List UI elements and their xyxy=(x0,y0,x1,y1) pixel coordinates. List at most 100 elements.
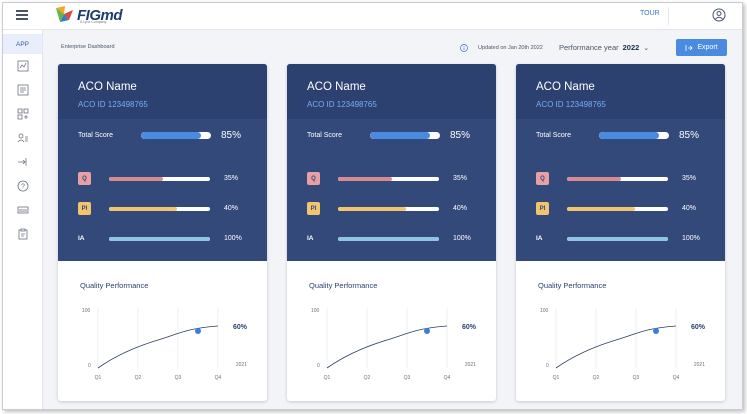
end-value-label: 60% xyxy=(233,324,248,331)
year-label: 2021 xyxy=(465,362,476,368)
total-score-fill xyxy=(141,132,201,139)
sidebar-item-mips[interactable] xyxy=(3,198,43,222)
sidebar-item-help[interactable]: ? xyxy=(3,174,43,198)
metric-progress-fill xyxy=(567,177,621,181)
metric-progress-bar xyxy=(567,177,668,181)
data-point[interactable] xyxy=(195,328,201,334)
help-icon: ? xyxy=(17,180,29,192)
metric-badge: PI xyxy=(307,202,320,215)
breadcrumb[interactable]: Enterprise Dashboard xyxy=(61,44,115,50)
card-header: ACO Name ACO ID 123498765 xyxy=(516,64,725,119)
x-tick-label: Q3 xyxy=(404,375,411,381)
metric-progress-bar xyxy=(109,237,210,241)
aco-id: ACO ID 123498765 xyxy=(78,100,148,109)
sidebar-item-app[interactable]: APP xyxy=(3,34,42,54)
sidebar-item-grid[interactable] xyxy=(3,102,43,126)
data-point[interactable] xyxy=(653,328,659,334)
export-button[interactable]: Export xyxy=(676,39,727,56)
logo[interactable]: FIGmd A Lynx Company xyxy=(53,3,123,27)
trend-line xyxy=(555,325,677,369)
aco-name[interactable]: ACO Name xyxy=(307,81,366,93)
metric-percent: 40% xyxy=(682,205,697,212)
total-score-label: Total Score xyxy=(307,132,343,139)
metric-progress-fill xyxy=(338,237,439,241)
top-bar: FIGmd A Lynx Company TOUR xyxy=(3,3,742,30)
metric-label: IA xyxy=(536,235,543,242)
y-axis-max: 100 xyxy=(311,308,320,314)
quality-performance-title: Quality Performance xyxy=(309,281,378,290)
total-score-bar xyxy=(141,132,211,139)
metric-progress-bar xyxy=(338,177,439,181)
sidebar-item-flow[interactable] xyxy=(3,150,43,174)
flow-icon xyxy=(18,158,27,166)
card-summary: ACO Name ACO ID 123498765 Total Score 85… xyxy=(516,64,725,261)
updated-date: Updated on Jan 20th 2022 xyxy=(478,45,543,51)
card-summary: ACO Name ACO ID 123498765 Total Score 85… xyxy=(58,64,267,261)
dashboard-icon xyxy=(17,60,29,72)
end-value-label: 60% xyxy=(691,324,706,331)
x-tick-label: Q1 xyxy=(553,375,560,381)
total-score-percent: 85% xyxy=(679,130,700,141)
year-label: 2021 xyxy=(236,362,247,368)
x-tick-label: Q1 xyxy=(95,375,102,381)
metric-label: IA xyxy=(78,235,85,242)
performance-year-value: 2022 xyxy=(622,43,640,52)
data-point[interactable] xyxy=(424,328,430,334)
menu-icon[interactable] xyxy=(16,10,28,20)
aco-id: ACO ID 123498765 xyxy=(536,100,606,109)
metric-progress-fill xyxy=(567,237,668,241)
y-axis-min: 0 xyxy=(317,363,320,369)
y-axis-min: 0 xyxy=(546,363,549,369)
x-tick-label: Q4 xyxy=(673,375,680,381)
mips-icon xyxy=(17,206,29,214)
year-label: 2021 xyxy=(694,362,705,368)
aco-card[interactable]: ACO Name ACO ID 123498765 Total Score 85… xyxy=(516,64,725,401)
sidebar-item-clipboard[interactable] xyxy=(3,222,43,246)
metric-percent: 40% xyxy=(453,205,468,212)
metric-percent: 35% xyxy=(453,175,468,182)
sidebar: APP ? xyxy=(3,30,43,409)
svg-text:?: ? xyxy=(21,184,25,191)
sidebar-item-users[interactable] xyxy=(3,126,43,150)
y-axis-min: 0 xyxy=(88,363,91,369)
total-score-percent: 85% xyxy=(450,130,471,141)
app-window: FIGmd A Lynx Company TOUR APP ? xyxy=(2,2,743,410)
info-icon[interactable] xyxy=(460,44,468,52)
trend-line xyxy=(97,325,219,369)
aco-card[interactable]: ACO Name ACO ID 123498765 Total Score 85… xyxy=(287,64,496,401)
y-axis-max: 100 xyxy=(82,308,91,314)
tour-link[interactable]: TOUR xyxy=(640,10,660,17)
metric-percent: 35% xyxy=(224,175,239,182)
sidebar-item-dashboard[interactable] xyxy=(3,54,43,78)
metric-badge: Q xyxy=(307,172,320,185)
metric-progress-bar xyxy=(338,207,439,211)
logo-text: FIGmd xyxy=(77,6,123,24)
user-icon[interactable] xyxy=(712,8,726,22)
quality-performance-chart: 100 0 60% 2021 Q1 Q2 Q3 Q4 xyxy=(311,308,477,381)
metric-badge: Q xyxy=(536,172,549,185)
metric-percent: 100% xyxy=(682,235,700,242)
report-icon xyxy=(17,84,29,96)
metric-badge: PI xyxy=(536,202,549,215)
metric-percent: 40% xyxy=(224,205,239,212)
total-score-percent: 85% xyxy=(221,130,242,141)
metric-progress-bar xyxy=(338,237,439,241)
clipboard-icon xyxy=(18,228,28,240)
export-icon xyxy=(685,44,693,51)
sidebar-item-report[interactable] xyxy=(3,78,43,102)
aco-card[interactable]: ACO Name ACO ID 123498765 Total Score 85… xyxy=(58,64,267,401)
performance-year-select[interactable]: Performance year 2022 ⌄ xyxy=(559,43,649,52)
total-score-label: Total Score xyxy=(78,132,114,139)
figmd-logo-icon xyxy=(56,6,73,22)
aco-name[interactable]: ACO Name xyxy=(78,81,137,93)
y-axis-max: 100 xyxy=(540,308,549,314)
metric-progress-fill xyxy=(109,207,177,211)
quality-performance-chart: 100 0 60% 2021 Q1 Q2 Q3 Q4 xyxy=(540,308,706,381)
logo-subtitle: A Lynx Company xyxy=(80,20,107,24)
x-tick-label: Q4 xyxy=(444,375,451,381)
x-tick-label: Q1 xyxy=(324,375,331,381)
card-summary: ACO Name ACO ID 123498765 Total Score 85… xyxy=(287,64,496,261)
total-score-fill xyxy=(599,132,659,139)
aco-name[interactable]: ACO Name xyxy=(536,81,595,93)
metric-progress-fill xyxy=(338,207,406,211)
